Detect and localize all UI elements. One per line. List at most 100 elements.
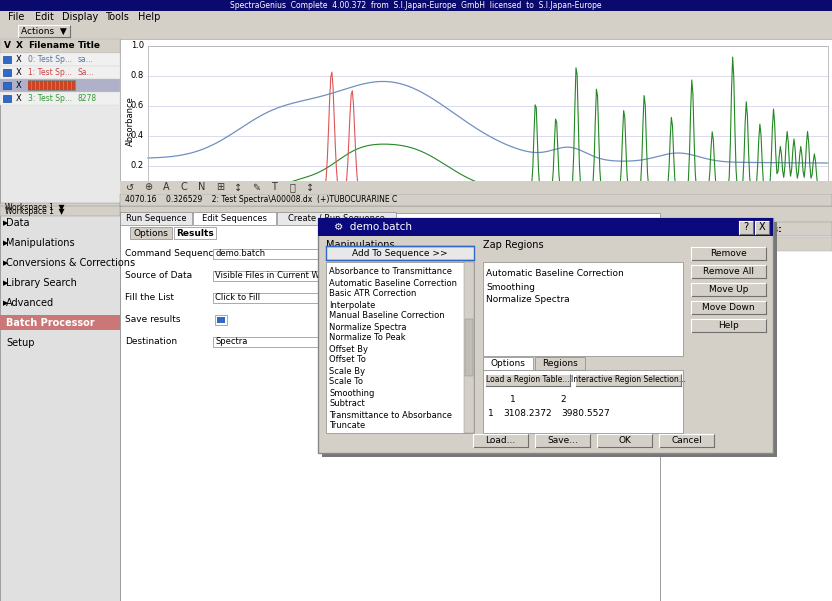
Bar (0, 11, 832, 23)
Bar (120, 39, 832, 45)
Bar (277, 212, 396, 225)
Text: 0.2: 0.2 (131, 162, 144, 171)
Text: Click to Fill: Click to Fill (215, 293, 260, 302)
Bar (0, 79, 120, 92)
Text: Basic ATR Correction: Basic ATR Correction (329, 290, 416, 299)
Bar (680, 34, 760, 52)
Text: sa...: sa... (78, 55, 94, 64)
Text: Save...: Save... (547, 436, 578, 445)
Text: ▶: ▶ (3, 220, 8, 226)
Text: Options: Options (491, 359, 526, 368)
Bar (68, 81, 71, 90)
Bar (485, 374, 570, 386)
Text: Manipulations: Manipulations (326, 240, 394, 250)
Bar (130, 227, 172, 239)
Text: OK: OK (618, 436, 631, 445)
Text: Scale To: Scale To (329, 377, 363, 386)
Text: 0.4: 0.4 (131, 132, 144, 141)
Text: Sa...: Sa... (78, 68, 95, 77)
Text: Cancel: Cancel (671, 436, 702, 445)
Bar (0, 39, 120, 53)
Bar (323, 271, 335, 281)
Bar (60, 81, 63, 90)
Text: 1: Plastiktuete.151: 1: Plastiktuete.151 (663, 276, 749, 285)
Text: Regions: Regions (542, 359, 578, 368)
Text: Fill the List: Fill the List (125, 293, 174, 302)
Polygon shape (480, 471, 832, 551)
Text: Library Search: Library Search (6, 278, 77, 288)
Text: 0: gallstone.6: 0: gallstone.6 (663, 260, 725, 269)
Bar (420, 341, 832, 601)
Bar (120, 39, 832, 43)
Text: Automatic Baseline Correction: Automatic Baseline Correction (329, 278, 457, 287)
Text: Filename: Filename (663, 240, 710, 248)
Text: Manual Baseline Correction: Manual Baseline Correction (329, 311, 444, 320)
Text: ⎘: ⎘ (289, 183, 295, 192)
Bar (620, 33, 670, 49)
Bar (213, 271, 323, 281)
Text: ↺: ↺ (126, 183, 134, 192)
Text: Smoothing: Smoothing (486, 282, 535, 291)
Bar (0, 92, 120, 105)
Text: Workspace 1  ▼: Workspace 1 ▼ (5, 207, 65, 216)
Bar (691, 247, 766, 260)
Text: Results: Results (176, 228, 214, 237)
Text: Transmittance to Absorbance: Transmittance to Absorbance (329, 410, 452, 419)
Text: 3: Test Sp...: 3: Test Sp... (28, 94, 72, 103)
Bar (64, 81, 67, 90)
Bar (450, 36, 490, 50)
Text: Directory to put the processed data in: Directory to put the processed data in (340, 338, 513, 347)
Bar (322, 222, 777, 457)
Text: Help: Help (138, 12, 161, 22)
Text: 4070.16    0.326529    2: Test Spectra\A00008.dx  (+)TUBOCURARINE C: 4070.16 0.326529 2: Test Spectra\A00008.… (125, 195, 397, 204)
Text: Command Sequence: Command Sequence (125, 249, 219, 258)
Bar (326, 246, 474, 260)
Bar (44, 81, 47, 90)
Bar (193, 212, 276, 225)
Text: N: N (198, 183, 206, 192)
Text: ▶: ▶ (3, 280, 8, 286)
Text: A: A (163, 183, 170, 192)
Text: 1.0: 1.0 (131, 41, 144, 50)
Text: T: T (271, 183, 277, 192)
Text: Advanced: Advanced (6, 298, 54, 308)
Text: X: X (16, 55, 22, 64)
Bar (120, 39, 832, 43)
Bar (691, 319, 766, 332)
Bar (28, 81, 31, 90)
Bar (318, 218, 773, 453)
Text: 2: 2 (560, 395, 566, 404)
Bar (3, 56, 11, 63)
Text: 3: 8278.DX: 3: 8278.DX (663, 308, 713, 317)
Polygon shape (410, 0, 832, 36)
Text: Destination: Destination (125, 338, 177, 347)
Bar (530, 33, 590, 45)
Text: Offset By: Offset By (329, 344, 368, 353)
Text: Normalize To Peak: Normalize To Peak (329, 334, 406, 343)
Bar (72, 81, 75, 90)
Bar (0, 211, 832, 601)
Bar (691, 283, 766, 296)
Bar (412, 271, 430, 281)
Bar (48, 81, 51, 90)
Text: Absorbance: Absorbance (126, 96, 135, 146)
Text: Options: Options (134, 228, 168, 237)
Text: List of Files to Process:: List of Files to Process: (663, 225, 782, 234)
Text: Remove: Remove (711, 249, 747, 258)
Bar (473, 434, 528, 447)
Bar (52, 81, 55, 90)
Polygon shape (470, 421, 832, 601)
Bar (217, 317, 225, 323)
Text: Normalize Spectra: Normalize Spectra (329, 323, 407, 332)
Text: Run Sequence: Run Sequence (126, 214, 186, 223)
Text: 1: 1 (488, 409, 493, 418)
Bar (350, 39, 550, 61)
Bar (0, 66, 120, 79)
Text: 0: Test Sp...: 0: Test Sp... (28, 55, 72, 64)
Text: Source of Data: Source of Data (125, 272, 192, 281)
Bar (660, 222, 832, 236)
Bar (174, 227, 216, 239)
Bar (0, 213, 120, 601)
Bar (691, 301, 766, 314)
Text: Data: Data (6, 218, 29, 228)
